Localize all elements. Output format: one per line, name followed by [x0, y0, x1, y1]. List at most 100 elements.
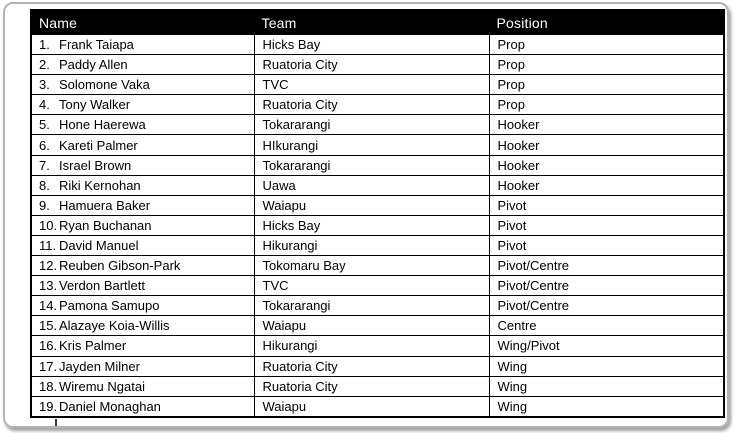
team-cell: Ruatoria City — [253, 355, 490, 377]
team-cell: Tokomaru Bay — [253, 255, 490, 277]
position-cell: Wing — [488, 375, 725, 397]
row-number: 1. — [39, 37, 50, 53]
row-number: 9. — [39, 197, 50, 213]
table-row: 13. Verdon Bartlett TVC Pivot/Centre — [30, 275, 725, 297]
player-name-cell: 2. Paddy Allen — [30, 54, 255, 76]
row-number: 11. — [39, 237, 57, 253]
row-number: 14. — [39, 298, 58, 314]
row-number: 6. — [39, 137, 50, 153]
position-cell: Prop — [488, 33, 725, 56]
player-name-cell: 19. Daniel Monaghan — [30, 395, 255, 418]
position-cell: Wing — [488, 355, 725, 377]
table-row: 19. Daniel Monaghan Waiapu Wing — [30, 395, 725, 418]
team-cell: Ruatoria City — [253, 375, 490, 397]
player-name-cell: 4. Tony Walker — [30, 94, 255, 116]
team-cell: Hikurangi — [253, 234, 490, 257]
table-row: 17. Jayden Milner Ruatoria City Wing — [30, 355, 725, 377]
row-number: 16. — [39, 338, 58, 354]
player-roster-table: Name Team Position 1. Frank Taiapa Hicks… — [30, 9, 725, 418]
column-header-position: Position — [488, 9, 725, 35]
team-cell: Hikurangi — [253, 335, 490, 357]
row-number: 4. — [39, 97, 50, 113]
team-cell: TVC — [253, 74, 490, 96]
player-name-cell: 14. Pamona Samupo — [30, 295, 255, 317]
player-name: Daniel Monaghan — [59, 398, 161, 414]
player-name-cell: 1. Frank Taiapa — [30, 33, 255, 56]
player-name: David Manuel — [59, 237, 139, 253]
position-cell: Pivot — [488, 194, 725, 216]
player-name-cell: 18. Wiremu Ngatai — [30, 375, 255, 397]
player-name: Reuben Gibson-Park — [59, 258, 181, 274]
table-row: 11. David Manuel Hikurangi Pivot — [30, 234, 725, 257]
team-cell: Tokararangi — [253, 114, 490, 136]
row-number: 12. — [39, 258, 58, 274]
position-cell: Hooker — [488, 154, 725, 176]
row-number: 10. — [39, 217, 58, 233]
player-name-cell: 3. Solomone Vaka — [30, 74, 255, 96]
table-row: 8. Riki Kernohan Uawa Hooker — [30, 174, 725, 196]
table-row: 18. Wiremu Ngatai Ruatoria City Wing — [30, 375, 725, 397]
table-row: 4. Tony Walker Ruatoria City Prop — [30, 94, 725, 116]
player-name: Tony Walker — [59, 97, 131, 113]
table-row: 16. Kris Palmer Hikurangi Wing/Pivot — [30, 335, 725, 357]
text-cursor — [55, 419, 57, 426]
team-cell: Waiapu — [253, 194, 490, 216]
column-header-name: Name — [30, 9, 255, 35]
position-cell: Prop — [488, 54, 725, 76]
position-cell: Pivot/Centre — [488, 255, 725, 277]
table-row: 3. Solomone Vaka TVC Prop — [30, 74, 725, 96]
position-cell: Centre — [488, 315, 725, 337]
row-number: 19. — [39, 398, 58, 414]
row-number: 15. — [39, 318, 58, 334]
player-name: Hamuera Baker — [59, 197, 151, 213]
position-cell: Wing/Pivot — [488, 335, 725, 357]
table-row: 12. Reuben Gibson-Park Tokomaru Bay Pivo… — [30, 255, 725, 277]
player-name-cell: 11. David Manuel — [30, 234, 255, 257]
player-name: Solomone Vaka — [59, 77, 150, 93]
table-row: 1. Frank Taiapa Hicks Bay Prop — [30, 33, 725, 56]
player-name-cell: 6. Kareti Palmer — [30, 134, 255, 156]
player-name-cell: 13. Verdon Bartlett — [30, 275, 255, 297]
player-name: Wiremu Ngatai — [59, 378, 145, 394]
player-name-cell: 12. Reuben Gibson-Park — [30, 255, 255, 277]
player-name: Jayden Milner — [59, 358, 140, 374]
position-cell: Prop — [488, 94, 725, 116]
team-cell: Waiapu — [253, 315, 490, 337]
row-number: 8. — [39, 177, 50, 193]
table-row: 5. Hone Haerewa Tokararangi Hooker — [30, 114, 725, 136]
row-number: 3. — [39, 77, 50, 93]
table-row: 14. Pamona Samupo Tokararangi Pivot/Cent… — [30, 295, 725, 317]
team-cell: Waiapu — [253, 395, 490, 418]
table-row: 15. Alazaye Koia-Willis Waiapu Centre — [30, 315, 725, 337]
table-row: 9. Hamuera Baker Waiapu Pivot — [30, 194, 725, 216]
player-name: Frank Taiapa — [59, 37, 134, 53]
player-name-cell: 17. Jayden Milner — [30, 355, 255, 377]
team-cell: TVC — [253, 275, 490, 297]
column-header-team: Team — [253, 9, 490, 35]
player-name-cell: 8. Riki Kernohan — [30, 174, 255, 196]
player-name: Riki Kernohan — [59, 177, 141, 193]
table-row: 6. Kareti Palmer HIkurangi Hooker — [30, 134, 725, 156]
table-body: 1. Frank Taiapa Hicks Bay Prop 2. Paddy … — [30, 33, 725, 418]
row-number: 17. — [39, 358, 58, 374]
player-name: Kareti Palmer — [59, 137, 138, 153]
team-cell: Hicks Bay — [253, 214, 490, 236]
row-number: 18. — [39, 378, 58, 394]
team-cell: Ruatoria City — [253, 94, 490, 116]
position-cell: Hooker — [488, 114, 725, 136]
team-cell: Tokararangi — [253, 295, 490, 317]
position-cell: Hooker — [488, 174, 725, 196]
player-name: Alazaye Koia-Willis — [59, 318, 170, 334]
row-number: 2. — [39, 57, 50, 73]
position-cell: Pivot/Centre — [488, 295, 725, 317]
player-name-cell: 16. Kris Palmer — [30, 335, 255, 357]
table-row: 10. Ryan Buchanan Hicks Bay Pivot — [30, 214, 725, 236]
position-cell: Wing — [488, 395, 725, 418]
player-name: Paddy Allen — [59, 57, 128, 73]
row-number: 7. — [39, 157, 50, 173]
position-cell: Pivot — [488, 214, 725, 236]
player-name: Israel Brown — [59, 157, 132, 173]
team-cell: Uawa — [253, 174, 490, 196]
row-number: 13. — [39, 278, 58, 294]
